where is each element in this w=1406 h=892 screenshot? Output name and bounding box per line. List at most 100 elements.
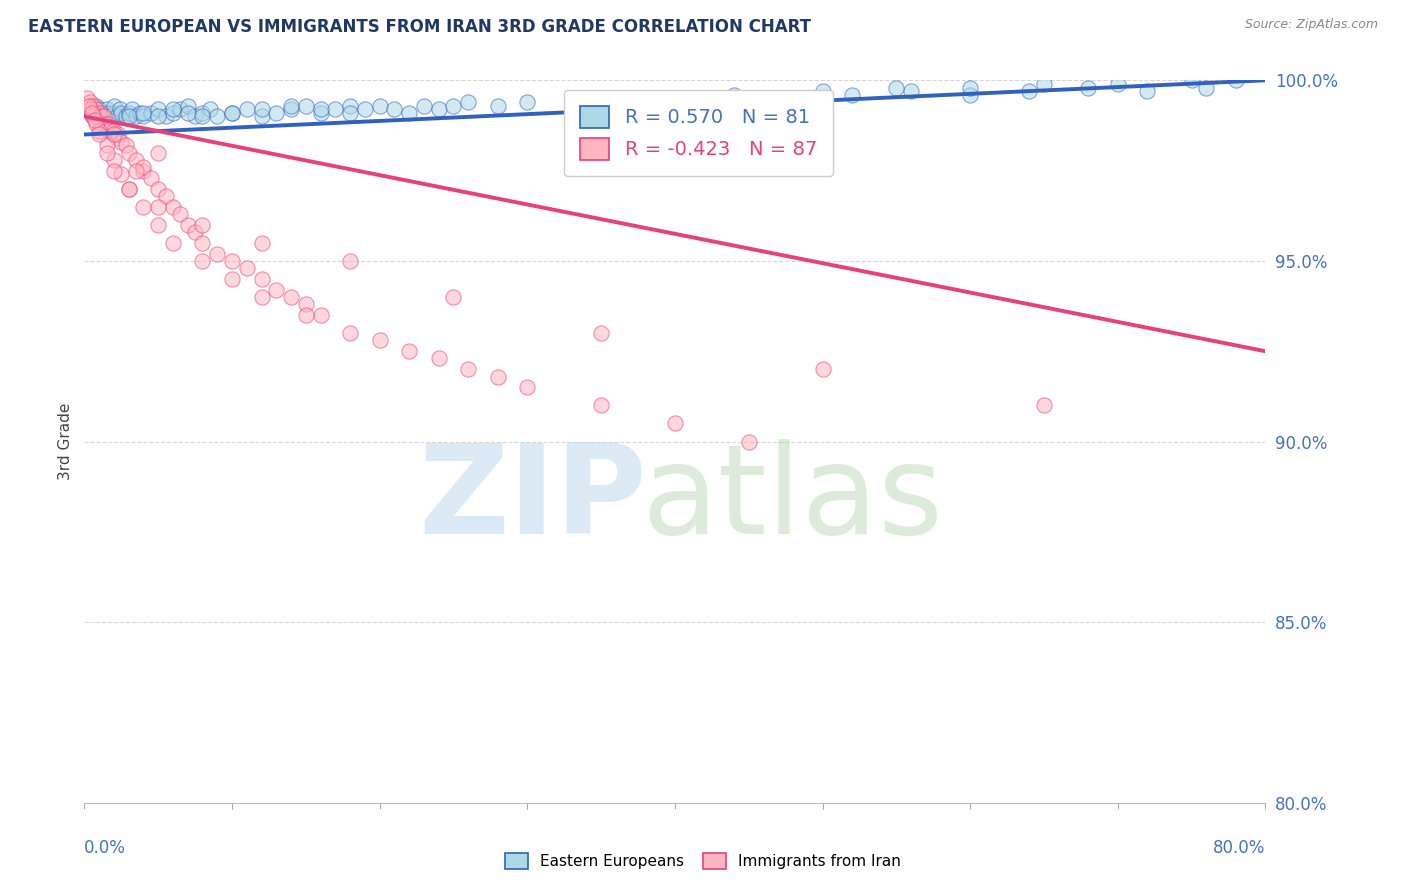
Point	[1107, 77, 1129, 91]
Point	[125, 163, 148, 178]
Point	[1077, 80, 1099, 95]
Point	[96, 145, 118, 160]
Legend: R = 0.570   N = 81, R = -0.423   N = 87: R = 0.570 N = 81, R = -0.423 N = 87	[564, 90, 832, 176]
Point	[84, 102, 107, 116]
Point	[77, 98, 100, 112]
Point	[96, 138, 118, 153]
Point	[103, 163, 125, 178]
Point	[155, 109, 177, 123]
Point	[80, 102, 103, 116]
Point	[177, 218, 200, 232]
Point	[900, 84, 922, 98]
Text: EASTERN EUROPEAN VS IMMIGRANTS FROM IRAN 3RD GRADE CORRELATION CHART: EASTERN EUROPEAN VS IMMIGRANTS FROM IRAN…	[28, 18, 811, 36]
Point	[83, 105, 105, 120]
Point	[103, 153, 125, 167]
Point	[148, 109, 170, 123]
Point	[427, 351, 450, 366]
Point	[339, 254, 361, 268]
Point	[811, 362, 834, 376]
Point	[250, 235, 273, 250]
Point	[83, 113, 105, 128]
Point	[384, 102, 406, 116]
Point	[457, 362, 479, 376]
Point	[1195, 80, 1218, 95]
Point	[118, 181, 141, 195]
Point	[413, 98, 436, 112]
Point	[121, 102, 143, 116]
Point	[125, 153, 148, 167]
Point	[280, 290, 302, 304]
Point	[91, 117, 114, 131]
Point	[398, 344, 420, 359]
Point	[811, 84, 834, 98]
Point	[1181, 73, 1204, 87]
Point	[236, 102, 259, 116]
Point	[110, 135, 132, 149]
Point	[103, 105, 125, 120]
Point	[295, 308, 318, 322]
Point	[125, 109, 148, 123]
Point	[82, 109, 104, 123]
Point	[79, 102, 101, 116]
Point	[103, 98, 125, 112]
Point	[280, 102, 302, 116]
Point	[110, 167, 132, 181]
Point	[486, 98, 509, 112]
Point	[516, 95, 538, 109]
Point	[339, 326, 361, 341]
Point	[77, 102, 100, 116]
Point	[132, 200, 155, 214]
Point	[309, 308, 332, 322]
Point	[155, 189, 177, 203]
Point	[139, 105, 162, 120]
Point	[516, 380, 538, 394]
Point	[169, 207, 191, 221]
Point	[221, 105, 243, 120]
Point	[139, 170, 162, 185]
Point	[841, 87, 863, 102]
Point	[87, 102, 111, 116]
Point	[162, 235, 184, 250]
Text: 80.0%: 80.0%	[1213, 838, 1265, 857]
Point	[162, 102, 184, 116]
Point	[90, 109, 112, 123]
Point	[605, 91, 627, 105]
Point	[295, 297, 318, 311]
Point	[354, 102, 377, 116]
Point	[87, 113, 111, 128]
Point	[959, 80, 981, 95]
Text: ZIP: ZIP	[419, 439, 648, 560]
Point	[87, 109, 111, 123]
Point	[148, 218, 170, 232]
Point	[250, 109, 273, 123]
Point	[98, 124, 121, 138]
Point	[114, 109, 136, 123]
Point	[309, 105, 332, 120]
Point	[886, 80, 908, 95]
Point	[723, 87, 745, 102]
Legend: Eastern Europeans, Immigrants from Iran: Eastern Europeans, Immigrants from Iran	[499, 847, 907, 875]
Point	[103, 124, 125, 138]
Point	[457, 95, 479, 109]
Point	[236, 261, 259, 276]
Point	[191, 218, 214, 232]
Point	[1018, 84, 1040, 98]
Text: Source: ZipAtlas.com: Source: ZipAtlas.com	[1244, 18, 1378, 31]
Text: 0.0%: 0.0%	[84, 838, 127, 857]
Point	[368, 98, 391, 112]
Point	[339, 105, 361, 120]
Point	[325, 102, 347, 116]
Point	[132, 109, 155, 123]
Point	[87, 128, 111, 142]
Point	[100, 109, 122, 123]
Point	[96, 102, 118, 116]
Point	[221, 272, 243, 286]
Point	[84, 117, 107, 131]
Point	[162, 105, 184, 120]
Point	[266, 283, 288, 297]
Point	[87, 105, 111, 120]
Point	[148, 181, 170, 195]
Point	[221, 105, 243, 120]
Point	[82, 105, 104, 120]
Point	[191, 235, 214, 250]
